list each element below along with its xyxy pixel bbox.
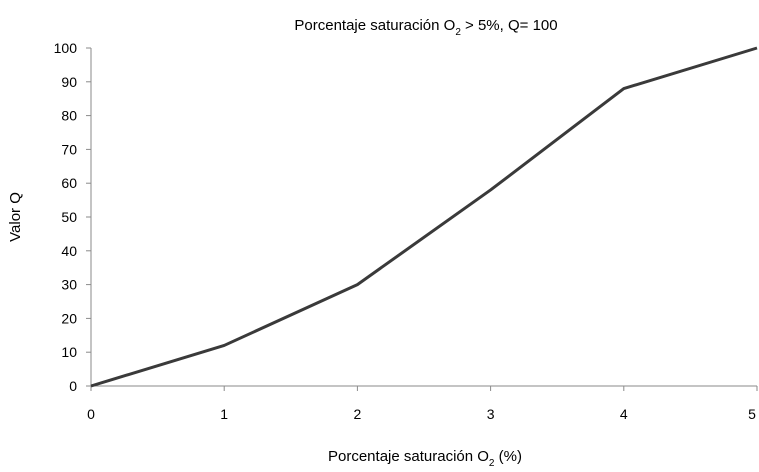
x-tick-label: 3 — [487, 406, 495, 422]
y-axis-ticks: 0 10 20 30 40 50 60 70 80 90 100 — [54, 40, 91, 394]
series-group — [90, 46, 758, 388]
series-line — [90, 46, 758, 388]
y-axis-title: Valor Q — [7, 192, 24, 242]
y-tick-label: 100 — [54, 40, 78, 56]
chart-title-subscript: 2 — [455, 27, 461, 38]
chart-title-main: Porcentaje saturación O — [294, 17, 455, 34]
x-tick-label: 2 — [354, 406, 362, 422]
y-tick-label: 20 — [61, 310, 77, 326]
x-axis-title-suffix: (%) — [494, 448, 522, 465]
x-axis-title: Porcentaje saturación O2 (%) — [328, 448, 522, 469]
x-axis-ticks: 0 1 2 3 4 5 — [87, 386, 758, 422]
x-tick-label: 5 — [748, 406, 756, 422]
y-tick-label: 10 — [61, 344, 77, 360]
y-tick-label: 30 — [61, 277, 77, 293]
y-tick-label: 70 — [61, 141, 77, 157]
y-tick-label: 80 — [61, 108, 77, 124]
x-axis-title-subscript: 2 — [489, 458, 495, 469]
y-tick-label: 0 — [69, 378, 77, 394]
x-axis-title-main: Porcentaje saturación O — [328, 448, 489, 465]
y-tick-label: 60 — [61, 175, 77, 191]
y-tick-label: 50 — [61, 209, 77, 225]
chart-title: Porcentaje saturación O2 > 5%, Q= 100 — [294, 17, 557, 38]
y-tick-label: 90 — [61, 74, 77, 90]
x-tick-label: 0 — [87, 406, 95, 422]
x-tick-label: 1 — [220, 406, 228, 422]
x-tick-label: 4 — [620, 406, 628, 422]
y-tick-label: 40 — [61, 243, 77, 259]
chart-title-suffix: > 5%, Q= 100 — [461, 17, 558, 34]
